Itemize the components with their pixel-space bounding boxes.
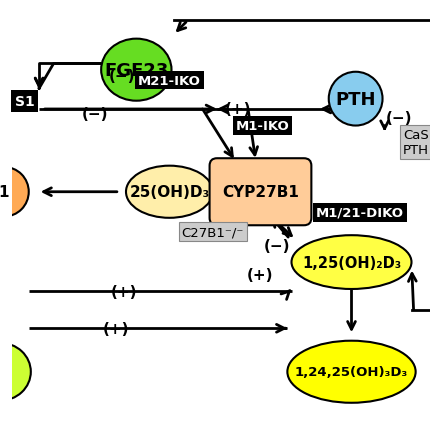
Text: (+): (+) bbox=[224, 102, 250, 117]
Text: (+): (+) bbox=[247, 267, 273, 283]
Text: (+): (+) bbox=[102, 321, 129, 336]
Text: 1: 1 bbox=[0, 185, 9, 200]
Text: PTH: PTH bbox=[335, 90, 375, 108]
Text: FGF23: FGF23 bbox=[104, 61, 168, 80]
Ellipse shape bbox=[101, 40, 171, 101]
Ellipse shape bbox=[287, 341, 415, 403]
Text: CaS
PTH: CaS PTH bbox=[402, 129, 428, 157]
Text: 1,24,25(OH)₃D₃: 1,24,25(OH)₃D₃ bbox=[294, 366, 407, 378]
Text: M21-IKO: M21-IKO bbox=[138, 74, 200, 87]
FancyBboxPatch shape bbox=[209, 159, 310, 226]
Text: 25(OH)D₃: 25(OH)D₃ bbox=[129, 185, 209, 200]
Text: CYP27B1: CYP27B1 bbox=[221, 185, 298, 200]
Text: M1/21-DIKO: M1/21-DIKO bbox=[315, 206, 403, 219]
Ellipse shape bbox=[126, 166, 212, 218]
Ellipse shape bbox=[291, 236, 411, 289]
Text: (−): (−) bbox=[263, 239, 289, 253]
Text: M1-IKO: M1-IKO bbox=[235, 120, 289, 133]
Text: C27B1⁻/⁻: C27B1⁻/⁻ bbox=[181, 226, 243, 239]
Ellipse shape bbox=[0, 168, 29, 217]
Text: 1,25(OH)₂D₃: 1,25(OH)₂D₃ bbox=[301, 255, 400, 270]
Text: (−): (−) bbox=[108, 69, 135, 84]
Text: (−): (−) bbox=[385, 111, 412, 126]
Text: (+): (+) bbox=[111, 284, 137, 299]
Ellipse shape bbox=[0, 343, 31, 401]
Ellipse shape bbox=[328, 73, 382, 126]
Text: S1: S1 bbox=[15, 95, 34, 108]
Text: (−): (−) bbox=[82, 106, 108, 121]
